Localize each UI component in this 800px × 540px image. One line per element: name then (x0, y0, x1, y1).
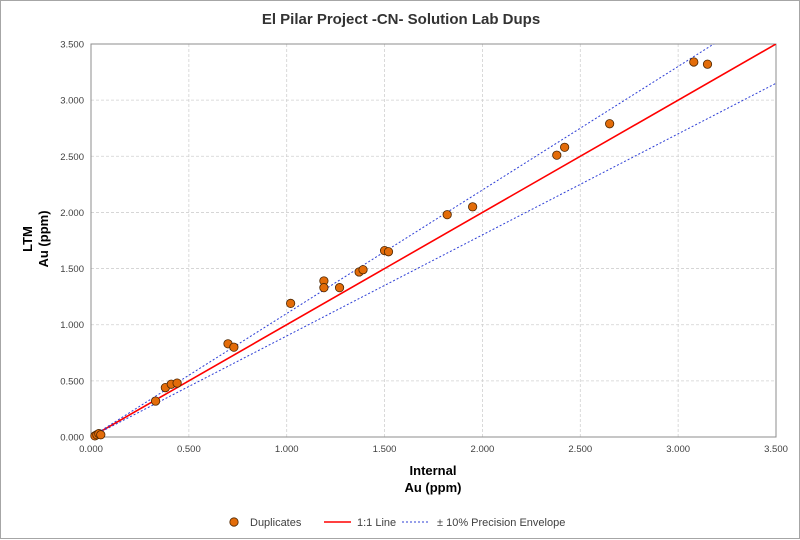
precision-envelope-line (91, 82, 776, 437)
duplicate-point (552, 150, 562, 160)
duplicate-point (319, 283, 329, 293)
x-tick-label: 2.500 (568, 444, 592, 455)
x-tick-label: 0.000 (79, 444, 103, 455)
duplicate-point (286, 298, 296, 308)
duplicate-point (468, 202, 478, 212)
duplicate-point (689, 57, 699, 67)
duplicate-point (383, 247, 394, 257)
x-axis-title-line1: Internal (410, 463, 457, 478)
x-tick-label: 0.500 (177, 444, 201, 455)
x-tick-label: 3.500 (764, 444, 788, 455)
duplicate-point (605, 119, 615, 129)
y-tick-label: 0.500 (60, 376, 84, 387)
duplicate-point (150, 396, 161, 406)
duplicate-point (334, 283, 345, 293)
legend-label-1to1-line: 1:1 Line (357, 517, 396, 529)
duplicate-point (442, 210, 452, 220)
y-axis-title-line1: LTM (20, 226, 35, 252)
series-points (90, 57, 713, 441)
y-tick-label: 3.500 (60, 40, 84, 51)
x-tick-label: 1.000 (275, 444, 299, 455)
duplicate-point (702, 59, 713, 69)
one-to-one-line (91, 44, 776, 437)
y-axis-title: LTM Au (ppm) (20, 210, 51, 267)
series-lines (91, 44, 776, 437)
duplicate-point (229, 342, 239, 352)
duplicate-point (96, 430, 106, 440)
x-tick-label: 2.000 (471, 444, 495, 455)
x-tick-label: 1.500 (373, 444, 397, 455)
duplicate-point (560, 142, 570, 152)
plot-area (90, 43, 777, 438)
grid (91, 44, 776, 437)
y-tick-label: 2.000 (60, 208, 84, 219)
duplicate-point (172, 378, 182, 388)
y-tick-label: 2.500 (60, 152, 84, 163)
chart-title: El Pilar Project -CN- Solution Lab Dups (262, 11, 540, 28)
x-tick-label: 3.000 (666, 444, 690, 455)
x-axis-title-line2: Au (ppm) (404, 480, 461, 495)
legend: Duplicates 1:1 Line ± 10% Precision Enve… (229, 517, 565, 529)
y-axis-title-line2: Au (ppm) (36, 210, 51, 267)
legend-marker-duplicates (229, 517, 239, 527)
y-tick-label: 1.000 (60, 320, 84, 331)
duplicate-point (358, 265, 368, 275)
legend-label-envelope: ± 10% Precision Envelope (437, 517, 565, 529)
precision-envelope-line (91, 44, 715, 437)
y-tick-label: 0.000 (60, 433, 84, 444)
legend-label-duplicates: Duplicates (250, 517, 302, 529)
y-tick-label: 3.000 (60, 96, 84, 107)
y-tick-label: 1.500 (60, 264, 84, 275)
